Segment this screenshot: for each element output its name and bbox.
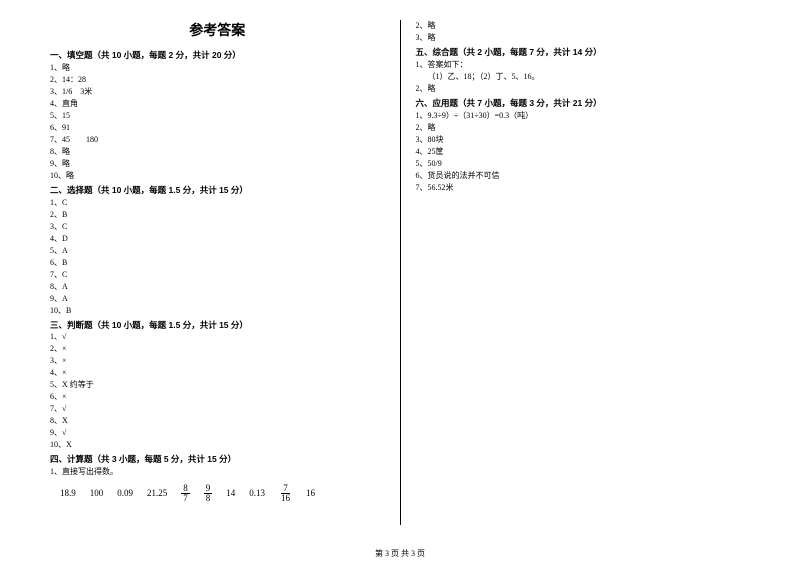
answer-item: 10、B xyxy=(50,305,385,317)
answer-item: 3、1/6 3米 xyxy=(50,86,385,98)
answer-item: 9、A xyxy=(50,293,385,305)
section-3-header: 三、判断题（共 10 小题，每题 1.5 分，共计 15 分） xyxy=(50,319,385,332)
calc-value: 21.25 xyxy=(147,487,167,501)
answer-item: 8、X xyxy=(50,415,385,427)
calc-value: 0.13 xyxy=(249,487,265,501)
answer-item: 1、√ xyxy=(50,331,385,343)
answer-item: 2、× xyxy=(50,343,385,355)
answer-item: 6、× xyxy=(50,391,385,403)
answer-item: 3、× xyxy=(50,355,385,367)
answer-item: 6、B xyxy=(50,257,385,269)
answer-item: 9、√ xyxy=(50,427,385,439)
answer-item: 2、14：28 xyxy=(50,74,385,86)
answer-item: 6、货员说的法并不可信 xyxy=(416,170,751,182)
answer-item: 4、D xyxy=(50,233,385,245)
calc-fraction: 716 xyxy=(279,484,292,503)
answer-item: 5、15 xyxy=(50,110,385,122)
answer-item: 1、C xyxy=(50,197,385,209)
answer-item: （1）乙、18；（2）丁、5、16。 xyxy=(416,71,751,83)
calc-fraction: 98 xyxy=(204,484,213,503)
calc-value: 18.9 xyxy=(60,487,76,501)
answer-item: 10、X xyxy=(50,439,385,451)
answer-item: 7、56.52米 xyxy=(416,182,751,194)
calc-row: 18.9 100 0.09 21.25 87 98 14 0.13 716 16 xyxy=(50,478,385,503)
answer-item: 1、略 xyxy=(50,62,385,74)
section-2-header: 二、选择题（共 10 小题，每题 1.5 分，共计 15 分） xyxy=(50,184,385,197)
section-5-header: 五、综合题（共 2 小题，每题 7 分，共计 14 分） xyxy=(416,46,751,59)
calc-fraction: 87 xyxy=(181,484,190,503)
answer-item: 4、× xyxy=(50,367,385,379)
answer-item: 9、略 xyxy=(50,158,385,170)
answer-item: 4、25筐 xyxy=(416,146,751,158)
answer-item: 2、略 xyxy=(416,83,751,95)
answer-item: 5、50/9 xyxy=(416,158,751,170)
answer-item: 1、9.3÷9）÷（31÷30）=0.3（吨） xyxy=(416,110,751,122)
answer-item: 6、91 xyxy=(50,122,385,134)
answer-item: 3、略 xyxy=(416,32,751,44)
answer-item: 3、80块 xyxy=(416,134,751,146)
section-4-header: 四、计算题（共 3 小题，每题 5 分，共计 15 分） xyxy=(50,453,385,466)
answer-item: 2、B xyxy=(50,209,385,221)
page-footer: 第 3 页 共 3 页 xyxy=(0,548,800,559)
answer-item: 2、略 xyxy=(416,122,751,134)
answer-item: 5、A xyxy=(50,245,385,257)
calc-value: 100 xyxy=(90,487,104,501)
answer-item: 10、略 xyxy=(50,170,385,182)
calc-value: 16 xyxy=(306,487,315,501)
answer-item: 5、X 约等于 xyxy=(50,379,385,391)
answer-item: 2、略 xyxy=(416,20,751,32)
answer-item: 1、答案如下： xyxy=(416,59,751,71)
answer-item: 8、A xyxy=(50,281,385,293)
page-title: 参考答案 xyxy=(50,20,385,41)
section-1-header: 一、填空题（共 10 小题，每题 2 分，共计 20 分） xyxy=(50,49,385,62)
calc-value: 14 xyxy=(226,487,235,501)
answer-item: 1、直接写出得数。 xyxy=(50,466,385,478)
answer-item: 8、略 xyxy=(50,146,385,158)
calc-value: 0.09 xyxy=(117,487,133,501)
answer-item: 7、C xyxy=(50,269,385,281)
left-column: 参考答案 一、填空题（共 10 小题，每题 2 分，共计 20 分） 1、略 2… xyxy=(50,20,400,525)
answer-item: 4、直角 xyxy=(50,98,385,110)
answer-item: 7、√ xyxy=(50,403,385,415)
section-6-header: 六、应用题（共 7 小题，每题 3 分，共计 21 分） xyxy=(416,97,751,110)
right-column: 2、略 3、略 五、综合题（共 2 小题，每题 7 分，共计 14 分） 1、答… xyxy=(400,20,751,525)
page-container: 参考答案 一、填空题（共 10 小题，每题 2 分，共计 20 分） 1、略 2… xyxy=(0,0,800,535)
answer-item: 3、C xyxy=(50,221,385,233)
answer-item: 7、45 180 xyxy=(50,134,385,146)
